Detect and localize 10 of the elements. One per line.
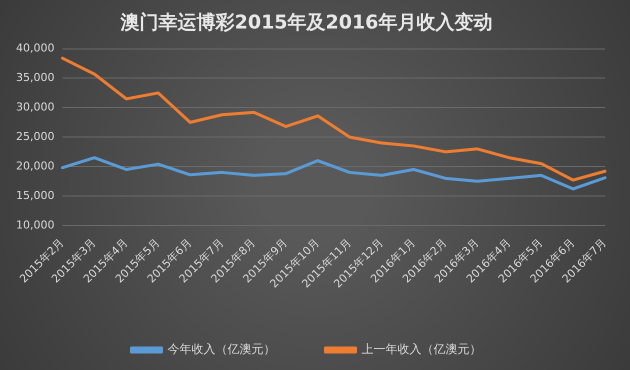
y-tick-label: 40,000	[16, 42, 54, 55]
y-tick-label: 30,000	[16, 100, 54, 114]
y-tick-label: 10,000	[16, 218, 54, 232]
legend-label: 上一年收入（亿澳元）	[362, 342, 482, 356]
y-tick-label: 15,000	[16, 188, 54, 202]
legend-label: 今年收入（亿澳元）	[168, 342, 276, 356]
y-tick-label: 35,000	[16, 71, 54, 84]
y-tick-label: 20,000	[16, 159, 54, 172]
y-tick-label: 25,000	[16, 130, 54, 143]
chart-title: 澳门幸运博彩2015年及2016年月收入变动	[120, 11, 492, 34]
